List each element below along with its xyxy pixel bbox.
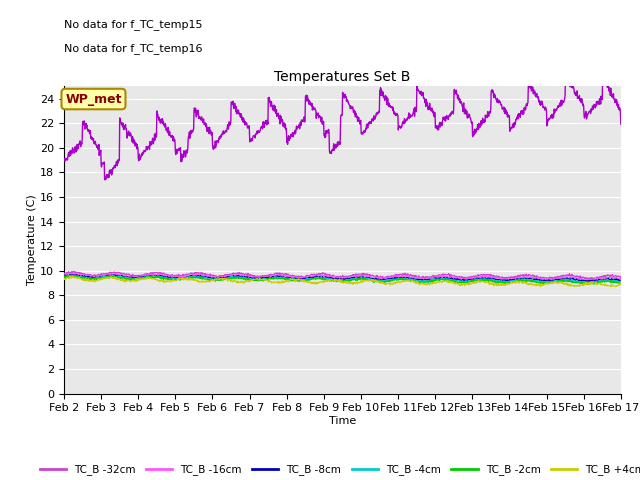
Title: Temperatures Set B: Temperatures Set B [274,70,411,84]
Legend: TC_B -32cm, TC_B -16cm, TC_B -8cm, TC_B -4cm, TC_B -2cm, TC_B +4cm: TC_B -32cm, TC_B -16cm, TC_B -8cm, TC_B … [35,460,640,480]
X-axis label: Time: Time [329,416,356,426]
Text: No data for f_TC_temp16: No data for f_TC_temp16 [64,43,202,54]
Y-axis label: Temperature (C): Temperature (C) [28,194,37,286]
Text: WP_met: WP_met [65,93,122,106]
Text: No data for f_TC_temp15: No data for f_TC_temp15 [64,19,202,30]
